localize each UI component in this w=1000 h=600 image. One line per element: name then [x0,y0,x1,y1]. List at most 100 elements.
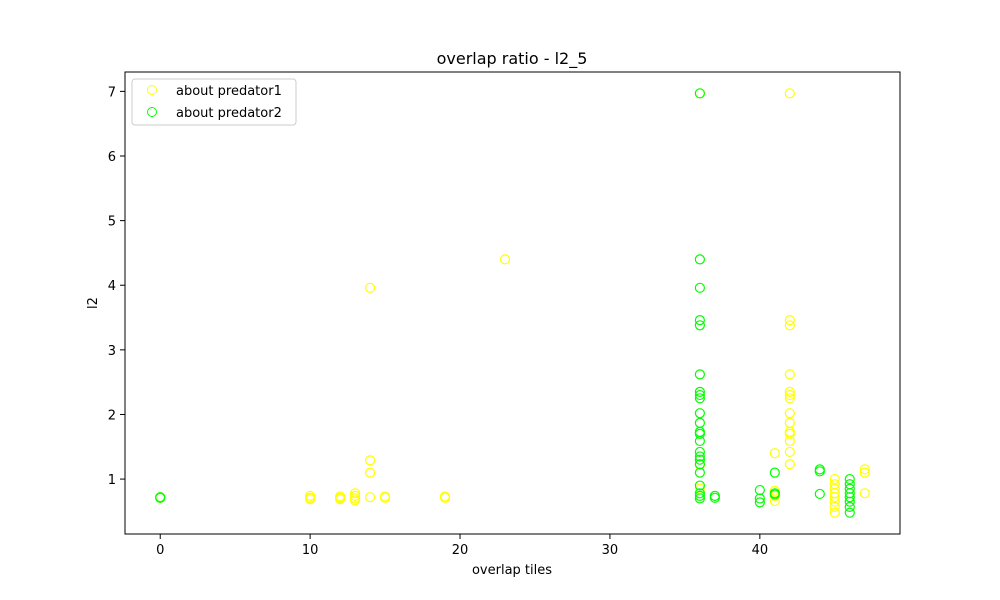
data-point-series2-12 [694,417,705,428]
data-point-series1-14 [364,467,376,478]
data-point-series2-28 [754,493,765,504]
data-point-series1-32 [784,386,795,397]
data-point-series2-30 [769,467,780,478]
y-tick-label: 4 [108,279,116,294]
data-point-series2-20 [694,467,705,478]
data-point-series2-11 [694,408,705,419]
data-point-series1-19 [439,491,451,502]
data-point-series1-52 [859,488,870,499]
legend-marker-predator1 [147,85,157,95]
points-layer [155,88,870,518]
data-point-series1-20 [499,254,511,265]
data-point-series2-10 [694,393,705,404]
legend: about predator1 about predator2 [131,78,297,126]
x-tick-label: 0 [156,543,164,558]
data-point-series1-12 [364,282,376,293]
data-point-series2-17 [694,451,705,462]
data-point-series2-42 [844,501,855,512]
data-point-series1-4 [305,494,316,505]
data-point-series2-8 [694,386,705,397]
data-point-series2-22 [694,488,705,499]
data-point-series1-47 [829,496,840,507]
data-point-series2-21 [694,480,705,491]
data-point-series2-16 [694,446,705,458]
data-point-series2-32 [769,489,780,500]
data-point-series1-11 [350,495,361,506]
data-point-series1-28 [784,88,795,99]
data-point-series1-40 [784,446,795,458]
x-tick-label: 30 [602,543,619,558]
data-point-series2-14 [694,428,705,439]
data-point-series2-24 [694,493,705,504]
data-point-series1-30 [784,320,795,331]
y-tick-label: 1 [108,473,116,488]
data-point-series2-18 [694,454,705,465]
x-tick-label: 20 [452,543,469,558]
data-point-series1-39 [784,435,795,447]
data-point-series1-17 [379,491,391,502]
chart-title: overlap ratio - l2_5 [437,49,588,69]
data-point-series2-6 [694,320,705,331]
data-point-series1-6 [335,491,346,502]
data-point-series2-36 [844,473,855,485]
legend-box [131,78,297,126]
data-point-series1-9 [350,490,361,501]
data-point-series2-34 [814,466,825,477]
data-point-series1-51 [859,467,870,478]
plot-area-frame [124,71,901,535]
legend-marker-predator2 [147,107,157,117]
data-point-series1-27 [769,495,780,507]
x-tick-label: 10 [302,543,319,558]
data-point-series1-23 [694,483,705,494]
y-tick-label: 6 [108,150,116,165]
data-point-series1-15 [364,492,376,503]
data-point-series1-7 [335,494,346,505]
data-point-series1-36 [784,417,795,428]
legend-label-predator1: about predator1 [176,84,282,99]
data-point-series2-41 [844,496,855,507]
data-point-series1-31 [784,369,795,380]
data-point-series1-34 [784,393,795,404]
y-axis-label: l2 [86,297,101,309]
y-tick-label: 2 [108,408,116,423]
data-point-series2-23 [694,490,705,501]
data-point-series2-3 [694,254,705,265]
data-point-series2-19 [694,459,705,470]
data-point-series1-38 [784,428,795,439]
data-point-series2-40 [844,492,855,503]
data-point-series2-26 [709,492,720,503]
data-point-series1-13 [364,455,376,466]
y-tick-label: 7 [108,85,116,100]
data-point-series2-15 [694,435,705,447]
data-point-series1-35 [784,408,795,419]
x-axis-ticks: 0 10 20 30 40 [156,534,768,558]
data-point-series1-50 [859,464,870,475]
data-point-series2-43 [844,507,855,518]
y-axis-ticks: 1 2 3 4 5 6 7 [108,85,125,488]
data-point-series1-45 [829,488,840,499]
data-point-series2-27 [754,484,765,496]
y-tick-label: 3 [108,344,116,359]
data-point-series1-3 [305,490,316,501]
x-axis-label: overlap tiles [472,563,552,578]
data-point-series2-9 [694,389,705,401]
data-point-series1-29 [784,315,795,326]
data-point-series2-1 [155,492,166,503]
data-point-series1-25 [769,485,780,496]
data-point-series2-7 [694,369,705,380]
data-point-series2-35 [814,488,825,500]
data-point-series2-5 [694,315,705,326]
data-point-series2-4 [694,282,705,293]
data-point-series1-49 [829,507,840,518]
data-point-series2-2 [694,88,705,99]
data-point-series1-24 [769,448,780,459]
data-point-series1-42 [829,473,840,485]
data-point-series2-39 [844,488,855,499]
data-point-series1-46 [829,492,840,503]
y-tick-label: 5 [108,215,116,230]
data-point-series1-33 [784,389,795,401]
x-tick-label: 40 [752,543,769,558]
data-point-series1-10 [350,488,361,499]
data-point-series1-48 [829,501,840,512]
